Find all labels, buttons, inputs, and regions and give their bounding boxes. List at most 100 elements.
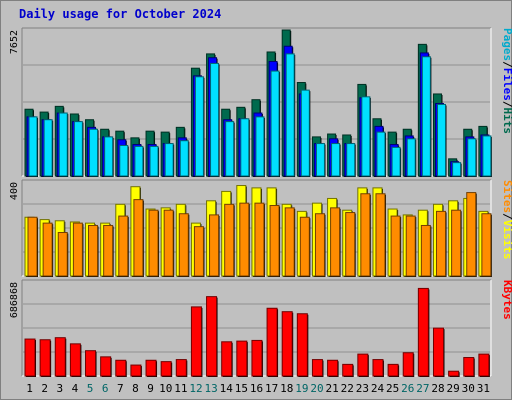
sites-bar — [42, 222, 53, 277]
pages-bar — [300, 89, 310, 177]
x-tick-label: 31 — [477, 382, 490, 395]
x-tick-label: 30 — [462, 382, 475, 395]
legend-part: / — [501, 213, 512, 220]
sites-bar — [481, 213, 492, 277]
sites-bar — [209, 214, 220, 277]
sites-bar — [103, 224, 114, 277]
pages-bar — [149, 145, 159, 177]
kbytes-bar — [402, 352, 414, 377]
x-tick-label: 13 — [204, 382, 217, 395]
pages-bar — [194, 76, 204, 177]
pages-bar — [164, 143, 174, 177]
kbytes-bar — [311, 359, 323, 377]
kbytes-bar — [327, 359, 339, 377]
kbytes-bar — [100, 356, 112, 377]
x-tick-label: 4 — [72, 382, 79, 395]
kbytes-bar — [296, 313, 308, 377]
sites-bar — [345, 212, 356, 277]
pages-bar — [467, 138, 477, 177]
legend-part: / — [501, 61, 512, 68]
kbytes-bar — [448, 370, 460, 377]
kbytes-bar — [39, 339, 51, 377]
x-tick-label: 14 — [220, 382, 234, 395]
pages-bar — [376, 131, 386, 177]
pages-bar — [482, 135, 492, 177]
ymax-label: 7652 — [9, 30, 20, 54]
legend-part: KBytes — [501, 280, 512, 320]
kbytes-bar — [236, 340, 248, 377]
pages-bar — [315, 143, 325, 177]
pages-bar — [255, 116, 265, 177]
x-tick-label: 17 — [265, 382, 278, 395]
x-tick-label: 1 — [26, 382, 33, 395]
pages-bar — [361, 96, 371, 177]
kbytes-bar — [115, 359, 127, 377]
series-legend-label: Sites/Visits — [501, 180, 512, 260]
x-tick-label: 21 — [326, 382, 339, 395]
sites-bar — [57, 232, 68, 277]
pages-bar — [134, 145, 144, 177]
kbytes-bar — [251, 339, 263, 377]
pages-bar — [270, 70, 280, 177]
sites-bar — [451, 209, 462, 277]
pages-bar — [89, 128, 99, 177]
x-tick-label: 5 — [87, 382, 94, 395]
pages-bar — [391, 146, 401, 177]
x-tick-label: 6 — [102, 382, 109, 395]
x-tick-label: 25 — [386, 382, 399, 395]
x-tick-label: 16 — [250, 382, 263, 395]
pages-bar — [406, 138, 416, 177]
sites-bar — [148, 209, 159, 277]
kbytes-bar — [281, 311, 293, 377]
kbytes-bar — [190, 306, 202, 377]
sites-bar — [405, 215, 416, 277]
sites-bar — [284, 207, 295, 277]
pages-bar — [58, 112, 68, 177]
pages-bar — [28, 116, 38, 177]
pages-bar — [104, 136, 114, 177]
sites-bar — [269, 205, 280, 277]
legend-part: Visits — [501, 220, 512, 260]
kbytes-bar — [372, 359, 384, 377]
sites-bar — [314, 213, 325, 277]
kbytes-bar — [478, 353, 490, 377]
x-tick-label: 22 — [341, 382, 354, 395]
x-tick-label: 15 — [235, 382, 248, 395]
sites-bar — [239, 202, 250, 277]
x-tick-label: 11 — [174, 382, 187, 395]
kbytes-bar — [463, 357, 475, 377]
pages-bar — [179, 140, 189, 177]
x-tick-label: 28 — [431, 382, 444, 395]
x-tick-label: 10 — [159, 382, 172, 395]
pages-bar — [43, 119, 53, 177]
x-tick-label: 7 — [117, 382, 124, 395]
ymax-label: 400 — [9, 182, 20, 200]
pages-bar — [331, 143, 341, 177]
sites-bar — [178, 213, 189, 277]
sites-bar — [390, 215, 401, 277]
x-tick-label: 24 — [371, 382, 385, 395]
kbytes-bar — [432, 327, 444, 377]
pages-bar — [421, 56, 431, 177]
pages-bar — [225, 121, 235, 177]
sites-bar — [193, 226, 204, 277]
legend-part: Pages — [501, 28, 512, 61]
legend-part: Sites — [501, 180, 512, 213]
sites-bar — [163, 209, 174, 277]
sites-bar — [375, 193, 386, 277]
legend-part: Files — [501, 68, 512, 101]
kbytes-bar — [69, 343, 81, 377]
kbytes-bar — [417, 287, 429, 377]
kbytes-bar — [357, 353, 369, 377]
pages-bar — [73, 121, 83, 177]
sites-bar — [420, 224, 431, 277]
x-tick-label: 27 — [416, 382, 429, 395]
x-tick-label: 2 — [41, 382, 48, 395]
sites-bar — [466, 192, 477, 277]
kbytes-bar — [175, 359, 187, 377]
pages-bar — [346, 143, 356, 177]
x-tick-label: 19 — [295, 382, 308, 395]
ymax-label: 686868 — [9, 282, 20, 318]
x-tick-label: 3 — [57, 382, 64, 395]
kbytes-bar — [387, 363, 399, 377]
